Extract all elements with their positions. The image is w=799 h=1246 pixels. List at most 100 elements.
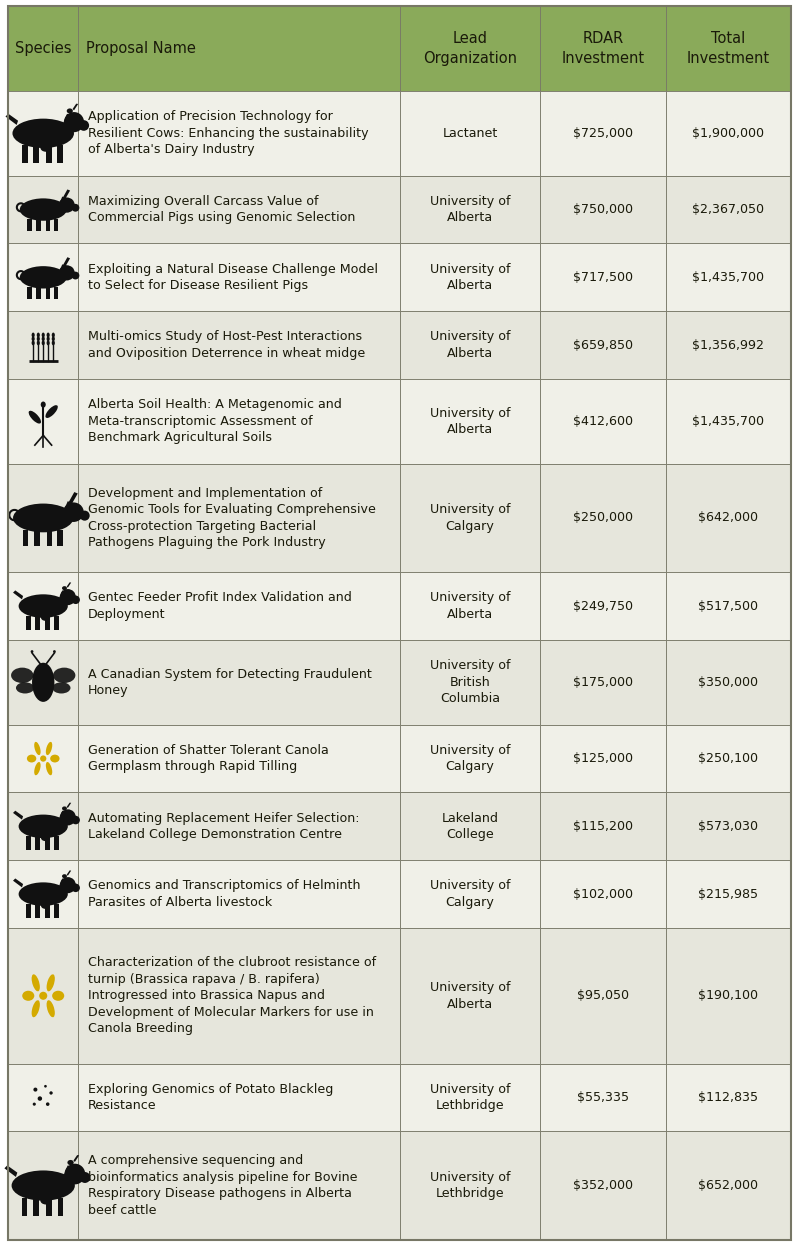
Text: Total
Investment: Total Investment <box>687 31 770 66</box>
Text: $112,835: $112,835 <box>698 1091 758 1104</box>
Ellipse shape <box>41 835 50 841</box>
Text: University of
Alberta: University of Alberta <box>430 592 511 621</box>
Bar <box>400 379 540 464</box>
Ellipse shape <box>41 401 46 407</box>
Bar <box>400 640 540 725</box>
Ellipse shape <box>32 974 40 992</box>
Ellipse shape <box>33 1103 36 1105</box>
Bar <box>540 91 666 176</box>
Text: $652,000: $652,000 <box>698 1179 758 1192</box>
Ellipse shape <box>53 668 75 683</box>
Polygon shape <box>63 257 70 267</box>
Bar <box>666 572 791 640</box>
Polygon shape <box>13 811 23 820</box>
Polygon shape <box>73 103 78 111</box>
Text: $352,000: $352,000 <box>573 1179 633 1192</box>
Ellipse shape <box>52 336 55 341</box>
Bar <box>58 1197 63 1216</box>
Ellipse shape <box>67 1160 74 1165</box>
Bar <box>666 464 791 572</box>
Bar <box>54 287 58 299</box>
Ellipse shape <box>79 1172 90 1182</box>
Bar <box>26 903 31 917</box>
Bar <box>78 725 400 792</box>
Ellipse shape <box>78 120 89 131</box>
Text: University of
Alberta: University of Alberta <box>430 406 511 436</box>
Bar <box>540 176 666 243</box>
Bar <box>540 379 666 464</box>
Text: Lead
Organization: Lead Organization <box>423 31 517 66</box>
Bar <box>78 572 400 640</box>
Bar <box>46 287 50 299</box>
Ellipse shape <box>60 589 76 606</box>
Ellipse shape <box>46 333 50 338</box>
Ellipse shape <box>46 741 52 755</box>
Bar <box>54 219 58 232</box>
Bar <box>400 91 540 176</box>
Bar <box>400 464 540 572</box>
Ellipse shape <box>13 118 74 148</box>
Bar <box>35 836 40 850</box>
Text: University of
Alberta: University of Alberta <box>430 194 511 224</box>
Bar <box>8 1064 78 1131</box>
Bar <box>666 792 791 860</box>
Text: Species: Species <box>15 41 71 56</box>
Ellipse shape <box>32 1001 40 1017</box>
Bar <box>46 836 50 850</box>
Text: $190,100: $190,100 <box>698 989 758 1002</box>
Ellipse shape <box>41 614 50 621</box>
Text: Lakeland
College: Lakeland College <box>442 811 499 841</box>
Bar <box>540 312 666 379</box>
Ellipse shape <box>52 683 70 694</box>
Ellipse shape <box>52 340 55 345</box>
Bar <box>540 928 666 1064</box>
Text: $1,356,992: $1,356,992 <box>693 339 765 351</box>
Ellipse shape <box>67 108 73 113</box>
Ellipse shape <box>65 1164 85 1185</box>
Polygon shape <box>58 591 74 606</box>
Bar <box>54 903 59 917</box>
Bar <box>8 312 78 379</box>
Ellipse shape <box>72 272 79 279</box>
Ellipse shape <box>52 991 64 1001</box>
Bar <box>400 6 540 91</box>
Bar <box>78 91 400 176</box>
Text: Automating Replacement Heifer Selection:
Lakeland College Demonstration Centre: Automating Replacement Heifer Selection:… <box>88 811 360 841</box>
Bar <box>540 1064 666 1131</box>
Bar <box>78 792 400 860</box>
Bar <box>8 572 78 640</box>
Ellipse shape <box>20 198 66 221</box>
Bar <box>78 1131 400 1240</box>
Ellipse shape <box>40 1196 52 1205</box>
Bar <box>22 1197 27 1216</box>
Ellipse shape <box>71 883 80 892</box>
Bar <box>36 219 41 232</box>
Bar <box>8 6 78 91</box>
Text: $2,367,050: $2,367,050 <box>693 203 765 216</box>
Ellipse shape <box>60 810 76 825</box>
Bar <box>35 616 40 629</box>
Ellipse shape <box>32 663 54 701</box>
Text: $125,000: $125,000 <box>573 753 633 765</box>
Text: $750,000: $750,000 <box>573 203 633 216</box>
Bar <box>400 1064 540 1131</box>
Text: $95,050: $95,050 <box>577 989 629 1002</box>
Ellipse shape <box>40 755 46 761</box>
Text: University of
Alberta: University of Alberta <box>430 263 511 292</box>
Ellipse shape <box>46 1103 50 1106</box>
Polygon shape <box>69 492 78 503</box>
Ellipse shape <box>71 596 80 604</box>
Text: Exploring Genomics of Potato Blackleg
Resistance: Exploring Genomics of Potato Blackleg Re… <box>88 1083 333 1113</box>
Text: Multi-omics Study of Host-Pest Interactions
and Oviposition Deterrence in wheat : Multi-omics Study of Host-Pest Interacti… <box>88 330 365 360</box>
Polygon shape <box>13 878 23 887</box>
Text: Genomics and Transcriptomics of Helminth
Parasites of Alberta livestock: Genomics and Transcriptomics of Helminth… <box>88 880 360 908</box>
Bar <box>400 572 540 640</box>
Ellipse shape <box>62 586 67 591</box>
Bar <box>46 903 50 917</box>
Polygon shape <box>5 1165 18 1177</box>
Polygon shape <box>58 811 74 825</box>
Ellipse shape <box>46 974 55 992</box>
Bar <box>666 312 791 379</box>
Ellipse shape <box>50 1091 53 1095</box>
Bar <box>34 530 40 546</box>
